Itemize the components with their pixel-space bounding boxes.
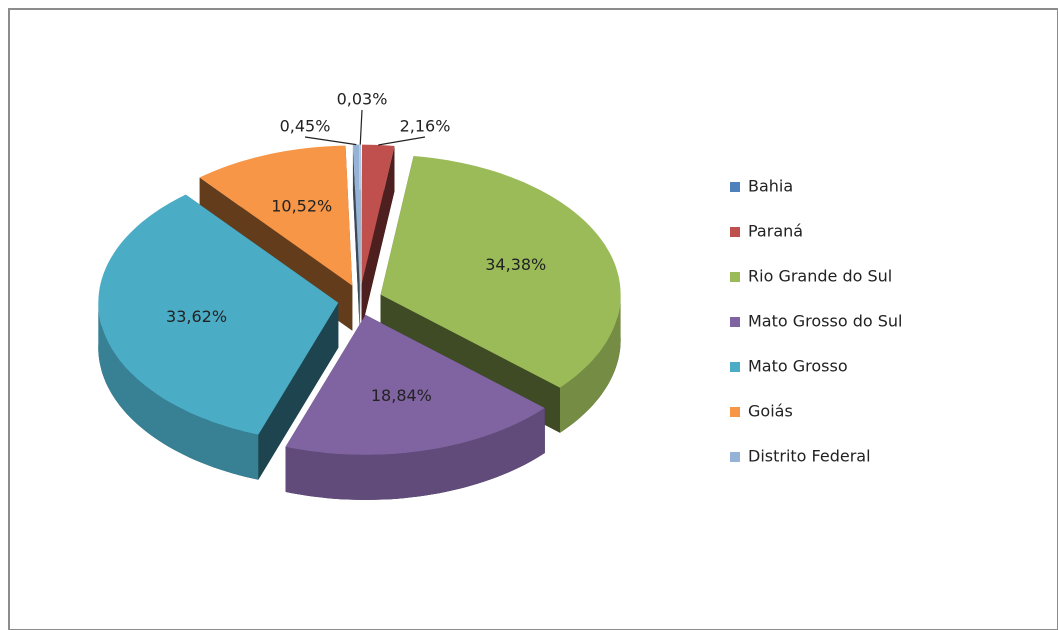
legend-swatch — [730, 272, 740, 282]
legend-label: Mato Grosso — [748, 357, 848, 376]
legend-label: Goiás — [748, 402, 793, 421]
slice-wall — [352, 144, 360, 330]
slice-side — [560, 294, 621, 433]
data-label: 18,84% — [371, 386, 432, 405]
leader-line — [378, 136, 426, 146]
legend-swatch — [730, 317, 740, 327]
data-label: 10,52% — [271, 196, 332, 215]
slice-wall — [361, 146, 395, 330]
legend-swatch — [730, 182, 740, 192]
pie: 0,03% 2,16% 34,38% 18,84% 33,62% 10,52% 0,45% — [98, 90, 621, 500]
legend-swatch — [730, 452, 740, 462]
legend: Bahia Paraná Rio Grande do Sul Mato Grosso … — [730, 177, 903, 466]
slice-side — [285, 408, 545, 500]
slice — [199, 145, 353, 286]
slice — [285, 314, 545, 455]
legend-swatch — [730, 362, 740, 372]
slice — [380, 156, 621, 388]
leader-line — [359, 109, 363, 145]
legend-label: Distrito Federal — [748, 447, 871, 466]
slice — [98, 194, 339, 435]
legend-swatch — [730, 227, 740, 237]
leader-line — [304, 136, 357, 146]
data-label: 2,16% — [400, 117, 451, 136]
slice — [361, 144, 395, 285]
legend-label: Mato Grosso do Sul — [748, 312, 903, 331]
legend-label: Rio Grande do Sul — [748, 267, 892, 286]
slice — [352, 144, 360, 285]
legend-label: Paraná — [748, 222, 803, 241]
data-label: 33,62% — [166, 307, 227, 326]
data-label: 34,38% — [485, 255, 546, 274]
data-label: 0,03% — [337, 90, 388, 109]
slice-wall — [360, 144, 361, 330]
data-label: 0,45% — [280, 117, 331, 136]
slice — [360, 144, 361, 285]
slice-wall — [258, 302, 339, 480]
slice-side — [98, 302, 259, 480]
legend-label: Bahia — [748, 177, 793, 196]
legend-swatch — [730, 407, 740, 417]
